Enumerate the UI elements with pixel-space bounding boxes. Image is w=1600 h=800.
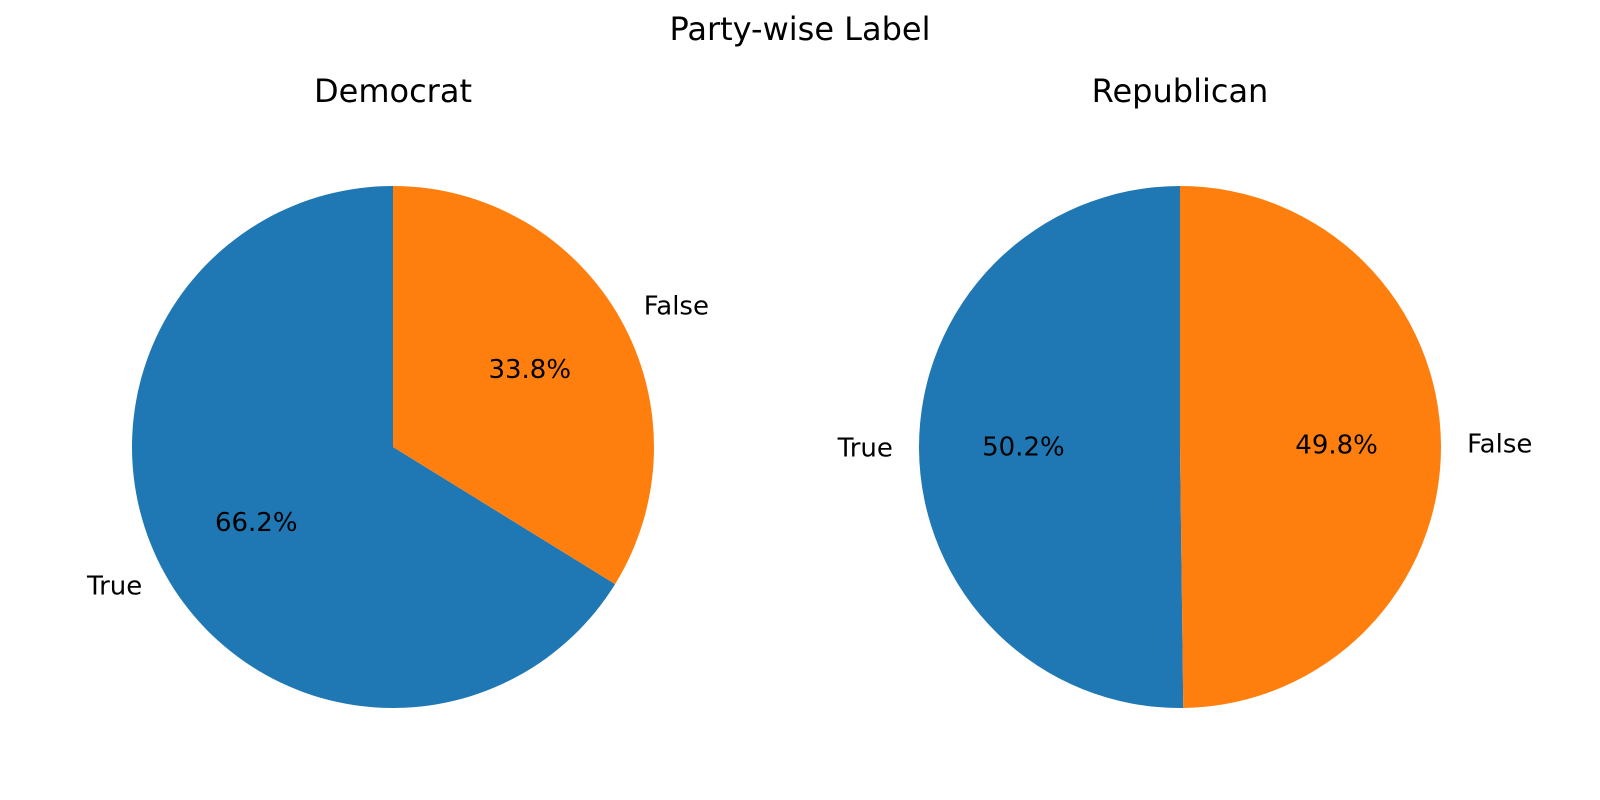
pie-democrat-slice-false bbox=[393, 186, 654, 585]
pie-republican-labels: 50.2% True 49.8% False bbox=[837, 430, 1533, 464]
pie-democrat-slices bbox=[131, 186, 654, 708]
pie-democrat-slice-true bbox=[131, 186, 616, 708]
pie-republican-label-false: False bbox=[1467, 430, 1532, 460]
pie-republican-slice-false bbox=[1180, 186, 1441, 708]
pie-democrat-pct-true: 66.2% bbox=[215, 508, 298, 538]
pie-democrat-pct-false: 33.8% bbox=[488, 355, 571, 385]
pie-republican-label-true: True bbox=[837, 433, 893, 463]
pie-republican: Republican 50.2% True 49.8% False bbox=[837, 72, 1533, 709]
pie-republican-slice-true bbox=[918, 186, 1184, 709]
pie-title-republican: Republican bbox=[1092, 72, 1269, 110]
pie-democrat-label-false: False bbox=[644, 292, 709, 322]
pie-democrat-labels: 66.2% True 33.8% False bbox=[86, 292, 709, 602]
pie-democrat-label-true: True bbox=[86, 571, 142, 601]
pie-republican-pct-true: 50.2% bbox=[982, 432, 1065, 462]
pie-title-democrat: Democrat bbox=[314, 72, 472, 110]
figure-suptitle: Party-wise Label bbox=[669, 10, 930, 48]
pie-republican-slices bbox=[918, 186, 1441, 709]
pie-democrat: Democrat 66.2% True 33.8% False bbox=[86, 72, 709, 708]
pie-republican-pct-false: 49.8% bbox=[1295, 431, 1378, 461]
